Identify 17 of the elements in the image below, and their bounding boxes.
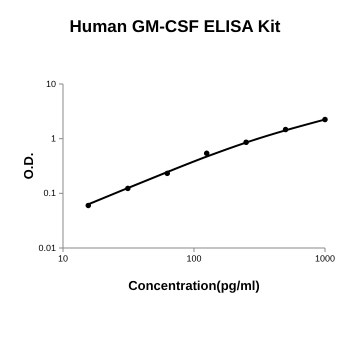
y-tick-label: 0.1 <box>43 188 56 198</box>
x-tick-label: 1000 <box>314 253 336 264</box>
point <box>125 186 131 192</box>
point <box>322 116 328 122</box>
point <box>204 150 210 156</box>
point <box>282 126 288 132</box>
y-tick-label: 1 <box>50 134 56 144</box>
x-axis-title: Concentration(pg/ml) <box>128 278 260 293</box>
point <box>243 139 249 146</box>
chart-title: Human GM-CSF ELISA Kit <box>70 17 281 36</box>
point <box>164 170 170 176</box>
x-tick-label: 10 <box>58 253 68 264</box>
point <box>86 202 92 208</box>
y-tick-label: 0.01 <box>38 242 56 253</box>
x-tick-label: 100 <box>186 253 202 264</box>
y-tick-label: 10 <box>46 78 56 89</box>
y-axis-title: O.D. <box>21 152 36 180</box>
